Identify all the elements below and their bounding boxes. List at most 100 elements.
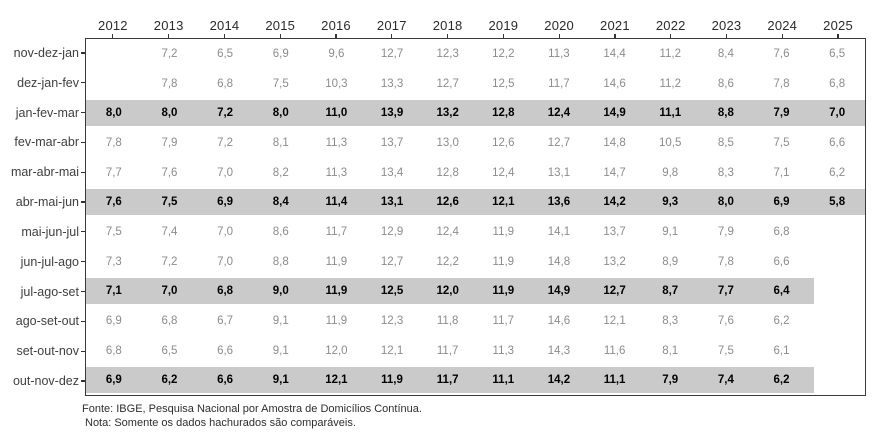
- value-cell: 7,2: [161, 255, 178, 268]
- table-row: 7,6 7,5 6,9 8,4 11,4 13,1 12,6 12,1 13,6 14,2 9,3 8…: [86, 187, 865, 217]
- value-cell: 5,8: [829, 196, 846, 209]
- top-tick-cell: [754, 34, 810, 38]
- value-cell: 8,6: [717, 77, 734, 90]
- value-cell: 8,6: [272, 225, 289, 238]
- value-cell: 7,8: [161, 77, 178, 90]
- value-cell: 14,6: [547, 314, 571, 327]
- value-cell: 6,8: [217, 77, 234, 90]
- value-cell: 6,8: [773, 225, 790, 238]
- value-cell: 14,8: [547, 255, 571, 268]
- value-cell: 11,7: [436, 374, 459, 387]
- value-cell: 13,6: [547, 196, 571, 209]
- value-cell: 12,1: [380, 344, 404, 357]
- year-header-row: 2012 2013 2014 2015 2016 2017 2018 2019 2020 2021…: [85, 18, 866, 34]
- highlight-band: [86, 100, 865, 127]
- value-cell: 7,4: [717, 374, 734, 387]
- axis-tick: [81, 52, 85, 54]
- value-cell: 11,1: [603, 374, 626, 387]
- value-cell: 7,2: [217, 136, 234, 149]
- value-cell: 11,1: [659, 107, 682, 120]
- axis-tick: [223, 34, 226, 38]
- value-cell: 13,0: [436, 136, 459, 149]
- top-tick-cell: [197, 34, 253, 38]
- value-cell: 12,1: [603, 314, 626, 327]
- value-cell: 7,4: [161, 225, 178, 238]
- table-row: 6,9 6,2 6,6 9,1 12,1 11,9 11,7 11,1 14,2 11,1 7,9 7…: [86, 365, 865, 395]
- axis-tick: [558, 34, 560, 38]
- value-cell: 8,0: [161, 107, 178, 120]
- row-label: jan-fev-mar: [15, 105, 79, 120]
- value-cell: 11,9: [325, 255, 348, 268]
- value-cell: 8,1: [662, 344, 679, 357]
- value-cell: 11,4: [325, 196, 348, 209]
- axis-tick: [168, 34, 170, 38]
- year-header-2013: 2013: [153, 18, 184, 33]
- comparability-note: Nota: Somente os dados hachurados são co…: [85, 416, 356, 429]
- value-cell: 7,9: [161, 136, 178, 149]
- top-tick-cell: [643, 34, 699, 38]
- value-cell: 6,5: [217, 47, 234, 60]
- value-cell: 7,9: [662, 374, 679, 387]
- value-cell: 7,0: [217, 225, 234, 238]
- row-label-item: out-nov-dez: [0, 366, 85, 396]
- value-cell: 13,1: [380, 196, 404, 209]
- highlight-band: [86, 367, 814, 394]
- value-cell: 6,2: [773, 314, 790, 327]
- axis-tick: [81, 201, 85, 203]
- value-cell: 11,7: [436, 344, 459, 357]
- value-cell: 8,3: [717, 166, 734, 179]
- row-label-item: jun-jul-ago: [0, 247, 85, 277]
- value-cell: 11,3: [325, 166, 348, 179]
- value-cell: 8,3: [662, 314, 679, 327]
- row-label: out-nov-dez: [12, 374, 79, 389]
- row-label: ago-set-out: [15, 314, 79, 329]
- value-cell: 9,3: [662, 196, 679, 209]
- value-cell: 7,5: [105, 225, 122, 238]
- value-cell: 6,8: [105, 344, 122, 357]
- value-cell: 14,3: [547, 344, 571, 357]
- top-tick-cell: [141, 34, 197, 38]
- value-cell: 11,2: [659, 77, 681, 90]
- row-label-item: abr-mai-jun: [0, 187, 85, 217]
- value-cell: 14,2: [547, 374, 571, 387]
- value-cell: 12,1: [492, 196, 515, 209]
- value-cell: 11,1: [492, 374, 515, 387]
- value-cell: 7,1: [773, 166, 790, 179]
- axis-tick: [81, 141, 85, 143]
- axis-tick: [446, 34, 449, 38]
- value-cell: 14,2: [603, 196, 626, 209]
- top-tick-cell: [810, 34, 866, 38]
- axis-tick: [670, 34, 672, 38]
- value-cell: 8,9: [662, 255, 679, 268]
- value-cell: 7,5: [717, 344, 734, 357]
- value-cell: 6,2: [161, 374, 178, 387]
- value-cell: 9,1: [272, 344, 289, 357]
- value-cell: 11,9: [492, 255, 515, 268]
- value-cell: 9,0: [272, 285, 289, 298]
- table-row: 7,3 7,2 7,0 8,8 11,9 12,7 12,2 11,9 14,8 13,2 8,9 7…: [86, 247, 865, 277]
- value-cell: 12,6: [436, 196, 459, 209]
- row-label: set-out-nov: [16, 344, 79, 359]
- axis-tick: [502, 34, 504, 38]
- row-label-item: jan-fev-mar: [0, 98, 85, 128]
- row-label: dez-jan-fev: [17, 75, 79, 90]
- highlight-band: [86, 189, 865, 216]
- value-cell: 6,9: [105, 314, 122, 327]
- value-cell: 10,3: [325, 77, 348, 90]
- value-cell: 12,9: [380, 225, 404, 238]
- year-header-2022: 2022: [655, 18, 686, 33]
- value-cell: 8,5: [717, 136, 734, 149]
- table-row: 7,7 7,6 7,0 8,2 11,3 13,4 12,8 12,4 13,1 14,7 9,8 8…: [86, 158, 865, 188]
- axis-tick: [81, 320, 85, 322]
- value-cell: 14,9: [547, 285, 571, 298]
- axis-tick: [279, 34, 281, 38]
- value-cell: 14,6: [603, 77, 626, 90]
- table-row: 7,8 6,8 7,5 10,3 13,3 12,7 12,5 11,7 14,6 11,2 8,6…: [86, 69, 865, 99]
- value-cell: 14,9: [603, 107, 626, 120]
- value-cell: 6,6: [773, 255, 790, 268]
- value-cell: 11,3: [492, 344, 515, 357]
- value-cell: 14,1: [547, 225, 571, 238]
- value-cell: 12,3: [436, 47, 459, 60]
- value-cell: 14,4: [603, 47, 626, 60]
